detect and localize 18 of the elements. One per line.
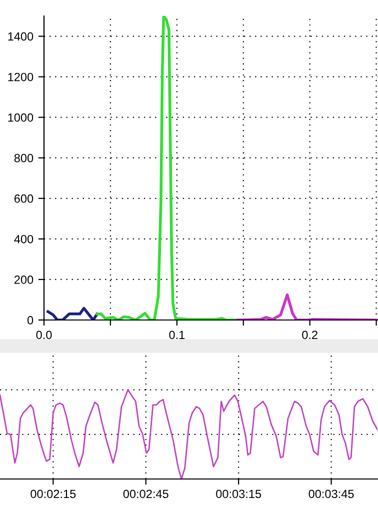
x-tick-label: 0.1	[169, 330, 185, 340]
x-tick-label: 00:03:15	[216, 490, 262, 498]
line-series	[96, 16, 240, 320]
y-tick-label: 1200	[8, 72, 34, 82]
x-tick-label: 00:03:45	[308, 490, 354, 498]
x-tick-label: 0.0	[36, 330, 52, 340]
y-tick-label: 800	[14, 154, 34, 162]
y-tick-label: 200	[14, 276, 34, 284]
y-tick-label: 400	[14, 234, 34, 244]
x-tick-label: 0.2	[302, 330, 318, 340]
line-series	[46, 306, 99, 320]
y-tick-label: 1400	[8, 32, 34, 41]
y-tick-label: 0	[27, 316, 34, 324]
line-series	[236, 293, 378, 320]
y-tick-label: 1000	[8, 113, 34, 122]
y-tick-label: 600	[14, 194, 34, 203]
x-tick-label: 00:02:15	[30, 490, 76, 498]
x-tick-label: 00:02:45	[123, 490, 168, 498]
